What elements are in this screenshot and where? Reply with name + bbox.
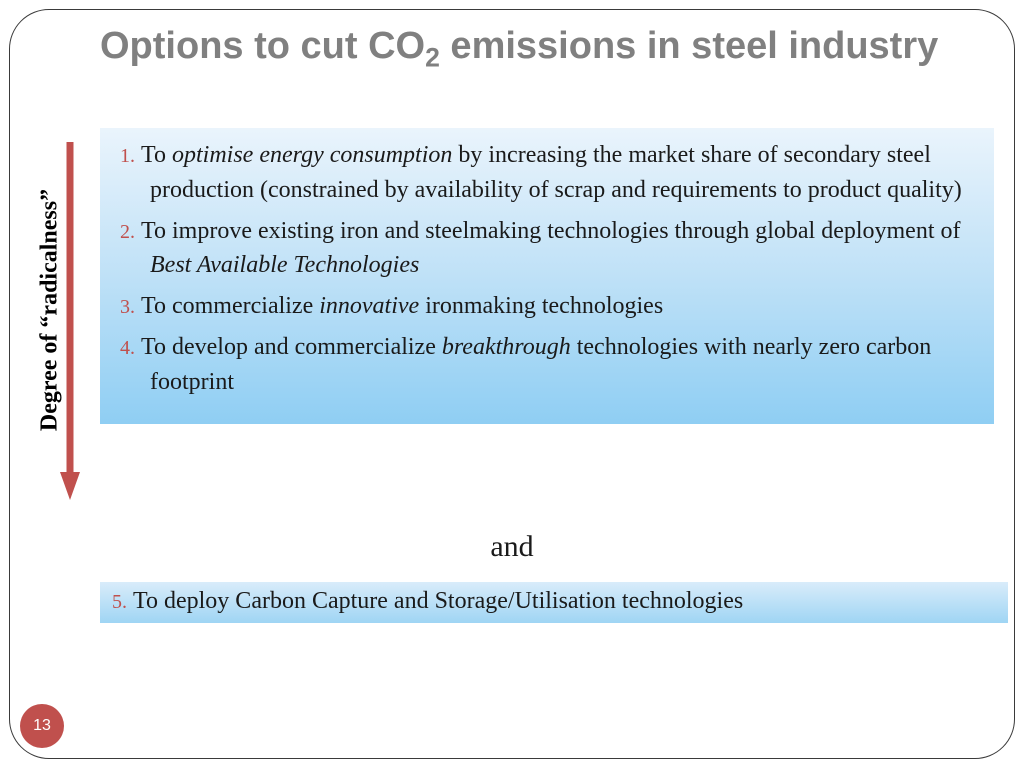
list-number-3: 3. [120,296,135,318]
text-segment: ironmaking technologies [419,293,663,319]
list-number-2: 2. [120,221,135,243]
title-post: emissions in steel industry [440,25,938,67]
text-segment: To improve existing iron and steelmaking… [141,218,961,244]
text-segment: To commercialize [141,293,319,319]
text-segment: To develop and commercialize [141,334,442,360]
list-item-3: 3. To commercialize innovative ironmaking… [120,289,974,324]
option-5-text: To deploy Carbon Capture and Storage/Uti… [133,588,743,614]
connector-and: and [0,530,1024,564]
list-number-4: 4. [120,337,135,359]
radicalness-arrow [60,140,80,500]
list-number-5: 5. [112,591,127,613]
title-sub: 2 [425,43,440,73]
page-number-badge: 13 [20,704,64,748]
list-item-4: 4. To develop and commercialize breakthro… [120,330,974,400]
page-title: Options to cut CO2 emissions in steel in… [100,24,964,75]
italic-segment: Best Available Technologies [150,252,419,278]
title-pre: Options to cut CO [100,25,425,67]
list-item-1: 1.To optimise energy consumption by incr… [120,138,974,208]
options-list-box: 1.To optimise energy consumption by incr… [100,128,994,424]
text-segment: To [141,142,172,168]
italic-segment: optimise energy consumption [172,142,452,168]
list-item-2: 2. To improve existing iron and steelmaki… [120,214,974,284]
option-5-box: 5. To deploy Carbon Capture and Storage/U… [100,582,1008,623]
italic-segment: innovative [319,293,419,319]
italic-segment: breakthrough [442,334,571,360]
list-number-1: 1. [120,145,135,167]
page-number: 13 [33,717,51,735]
